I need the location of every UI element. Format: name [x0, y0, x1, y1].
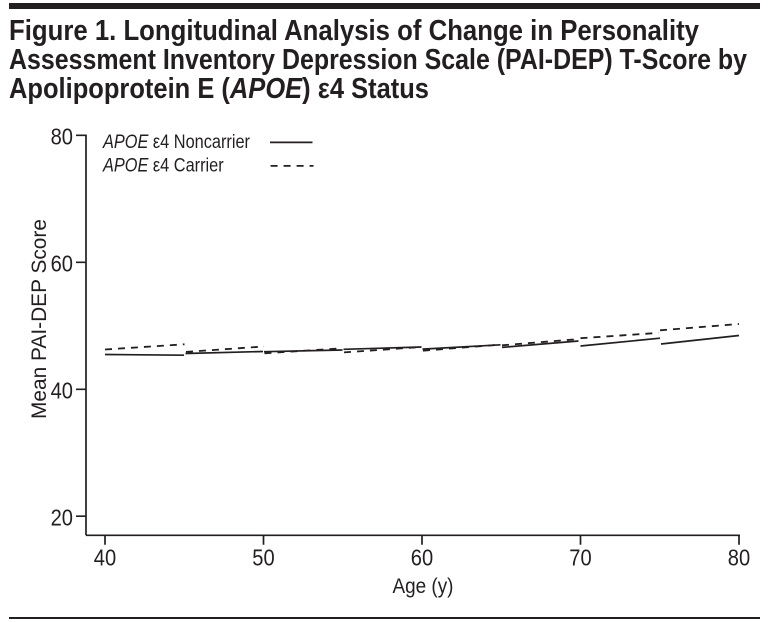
svg-text:APOE ε4 Carrier: APOE ε4 Carrier	[102, 154, 224, 175]
svg-text:APOE ε4 Noncarrier: APOE ε4 Noncarrier	[102, 131, 250, 152]
svg-text:40: 40	[51, 377, 73, 404]
svg-text:70: 70	[569, 544, 591, 571]
svg-text:80: 80	[728, 544, 750, 571]
svg-text:60: 60	[411, 544, 433, 571]
svg-text:20: 20	[51, 504, 73, 531]
svg-text:40: 40	[94, 544, 116, 571]
svg-text:50: 50	[252, 544, 274, 571]
svg-text:Mean PAI-DEP Score: Mean PAI-DEP Score	[28, 219, 51, 419]
svg-text:Age (y): Age (y)	[393, 575, 454, 598]
svg-text:60: 60	[51, 250, 73, 277]
svg-text:80: 80	[51, 123, 73, 150]
